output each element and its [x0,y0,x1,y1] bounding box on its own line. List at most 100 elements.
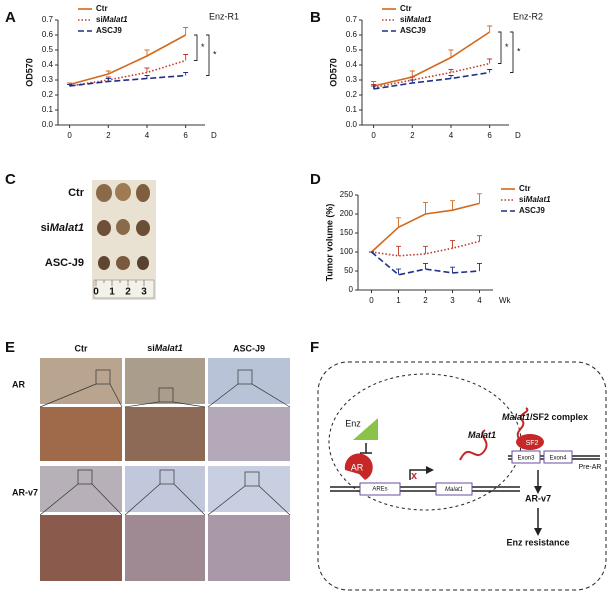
legend-label: Ctr [400,4,412,13]
legend-label: siMalat1 [400,15,432,24]
x-tick-label: 6 [183,131,188,140]
legend-label: Ctr [519,184,531,193]
error-bar [396,217,401,228]
x-tick-label: 1 [396,296,401,305]
complex-label: Malat1/SF2 complex [502,412,588,422]
panel-letter: A [5,9,16,26]
column-label: siMalat1 [147,343,183,353]
y-tick-label: 0.3 [346,75,358,84]
x-tick-label: 3 [450,296,455,305]
panel-letter: B [310,9,321,26]
column-label: Ctr [75,343,88,353]
error-bar [409,76,415,80]
error-bar [409,70,415,77]
y-axis-label: OD570 [328,58,338,87]
x-tick-label: 2 [106,131,111,140]
x-tick-label: 2 [410,131,415,140]
row-label: Ctr [68,187,85,199]
subtitle: Enz-R2 [513,11,543,21]
legend-label: siMalat1 [96,15,128,24]
zoom-boxes [39,369,291,516]
x-axis-label: D [515,131,521,140]
series-line [373,31,491,87]
y-tick-label: 200 [340,209,354,218]
row-label: siMalat1 [41,222,84,234]
series-line [373,62,490,89]
series-line [373,71,490,90]
outcome-label: Enz resistance [506,537,569,547]
panel-letter: D [310,171,321,188]
legend-label: siMalat1 [519,195,551,204]
y-tick-label: 0.5 [42,45,54,54]
significance-mark: * [505,42,509,52]
exon-label: Exon4 [549,456,567,462]
y-tick-label: 0.7 [346,15,358,24]
row-label: AR-v7 [12,487,38,497]
series-line [69,74,186,87]
y-axis-label: Tumor volume (%) [324,204,334,282]
sf2-label: SF2 [526,440,539,447]
y-tick-label: 50 [344,266,353,275]
panel-letter: C [5,171,16,188]
exon-label: Exon3 [517,456,535,462]
error-bar [105,70,111,74]
subtitle: Enz-R1 [209,11,239,21]
drug-label: Enz [345,418,361,428]
x-tick-label: 6 [487,131,492,140]
error-bar [450,240,455,249]
x-axis-label: Wk [499,296,512,305]
y-tick-label: 0.0 [346,120,358,129]
y-tick-label: 250 [340,190,354,199]
panel-letter: F [310,339,319,356]
error-bar [477,262,482,271]
legend-label: ASCJ9 [96,26,122,35]
axes [361,20,509,126]
y-axis-label: OD570 [24,58,34,87]
x-tick-label: 0 [371,131,376,140]
error-bar [105,78,111,82]
cell-border [317,361,607,591]
y-tick-label: 0.1 [42,105,54,114]
protein-label: AR [351,462,364,472]
error-bar [396,245,401,256]
error-bar [450,200,455,211]
error-bar [487,69,493,73]
error-bar [144,49,150,56]
significance-bracket [206,34,210,76]
error-bar [183,54,189,61]
y-tick-label: 0.6 [346,30,358,39]
y-tick-label: 0.6 [42,30,54,39]
transcript-label: Pre-AR [579,464,602,471]
significance-mark: * [517,47,521,57]
error-bar [67,84,73,86]
ruler-label: 3 [141,287,147,298]
y-tick-label: 0.0 [42,120,54,129]
error-bar [183,27,189,35]
x-tick-label: 0 [67,131,72,140]
element-label: AREs [372,487,387,493]
significance-bracket [194,34,198,61]
tumors [96,183,150,270]
ruler-label: 2 [125,287,131,298]
error-bar [396,268,401,275]
y-tick-label: 0 [349,285,354,294]
error-bar [371,85,377,89]
row-label: AR [12,379,25,389]
panel-letter: E [5,339,15,356]
diagram-shapes [330,407,600,536]
rna-label: Malat1 [468,430,496,440]
y-tick-label: 0.5 [346,45,358,54]
ruler-label: 1 [109,287,115,298]
y-tick-label: 150 [340,228,354,237]
error-bar [423,202,428,214]
error-bar [144,75,150,79]
significance-mark: * [213,50,217,60]
x-tick-label: 0 [369,296,374,305]
y-tick-label: 100 [340,247,354,256]
error-bar [423,262,428,270]
significance-bracket [498,31,502,64]
error-bar [423,245,428,254]
error-bar [477,193,482,204]
error-bar [450,266,455,273]
